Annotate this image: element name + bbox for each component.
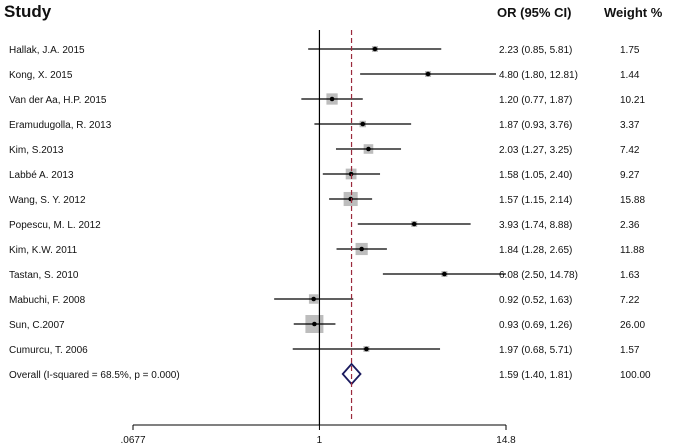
point-estimate: [359, 246, 364, 252]
weight-header: Weight %: [604, 5, 663, 20]
point-estimate: [312, 321, 317, 327]
point-estimate: [329, 96, 335, 102]
study-weight: 3.37: [620, 120, 640, 131]
point-estimate: [348, 196, 353, 202]
point-estimate: [360, 121, 366, 127]
study-label: Cumurcu, T. 2006: [9, 345, 88, 356]
point-estimate: [372, 46, 378, 52]
x-tick-label: 14.8: [496, 435, 516, 446]
overall-weight: 100.00: [620, 370, 651, 381]
study-weight: 9.27: [620, 170, 640, 181]
point-estimate: [364, 346, 369, 352]
study-or-ci: 3.93 (1.74, 8.88): [499, 220, 572, 231]
point-estimate: [425, 71, 431, 77]
study-label: Labbé A. 2013: [9, 170, 74, 181]
study-label: Hallak, J.A. 2015: [9, 45, 85, 56]
study-weight: 26.00: [620, 320, 645, 331]
point-estimate: [366, 146, 371, 152]
study-or-ci: 6.08 (2.50, 14.78): [499, 270, 578, 281]
study-label: Kim, K.W. 2011: [9, 245, 78, 256]
study-or-ci: 4.80 (1.80, 12.81): [499, 70, 578, 81]
study-or-ci: 0.93 (0.69, 1.26): [499, 320, 572, 331]
study-label: Popescu, M. L. 2012: [9, 220, 101, 231]
study-weight: 7.22: [620, 295, 640, 306]
study-label: Sun, C.2007: [9, 320, 65, 331]
study-label: Mabuchi, F. 2008: [9, 295, 86, 306]
x-tick-label: .0677: [120, 435, 145, 446]
study-or-ci: 0.92 (0.52, 1.63): [499, 295, 572, 306]
study-weight: 11.88: [620, 245, 645, 256]
overall-label: Overall (I-squared = 68.5%, p = 0.000): [9, 370, 180, 381]
study-or-ci: 1.84 (1.28, 2.65): [499, 245, 572, 256]
study-weight: 1.44: [620, 70, 640, 81]
study-or-ci: 1.97 (0.68, 5.71): [499, 345, 572, 356]
study-label: Kong, X. 2015: [9, 70, 73, 81]
study-weight: 7.42: [620, 145, 640, 156]
study-label: Wang, S. Y. 2012: [9, 195, 86, 206]
study-or-ci: 1.57 (1.15, 2.14): [499, 195, 572, 206]
study-or-ci: 1.87 (0.93, 3.76): [499, 120, 572, 131]
point-estimate: [311, 296, 316, 302]
study-weight: 1.63: [620, 270, 640, 281]
study-or-ci: 1.20 (0.77, 1.87): [499, 95, 572, 106]
x-tick-label: 1: [317, 435, 323, 446]
study-weight: 10.21: [620, 95, 645, 106]
study-weight: 1.75: [620, 45, 640, 56]
study-label: Van der Aa, H.P. 2015: [9, 95, 107, 106]
study-or-ci: 1.58 (1.05, 2.40): [499, 170, 572, 181]
point-estimate: [442, 271, 447, 277]
study-label: Kim, S.2013: [9, 145, 64, 156]
study-label: Tastan, S. 2010: [9, 270, 79, 281]
study-weight: 1.57: [620, 345, 640, 356]
study-weight: 2.36: [620, 220, 640, 231]
effect-header: OR (95% CI): [497, 5, 571, 20]
study-header: Study: [4, 2, 52, 21]
point-estimate: [411, 221, 417, 227]
overall-or-ci: 1.59 (1.40, 1.81): [499, 370, 572, 381]
study-or-ci: 2.03 (1.27, 3.25): [499, 145, 572, 156]
study-weight: 15.88: [620, 195, 645, 206]
study-label: Eramudugolla, R. 2013: [9, 120, 112, 131]
study-or-ci: 2.23 (0.85, 5.81): [499, 45, 572, 56]
